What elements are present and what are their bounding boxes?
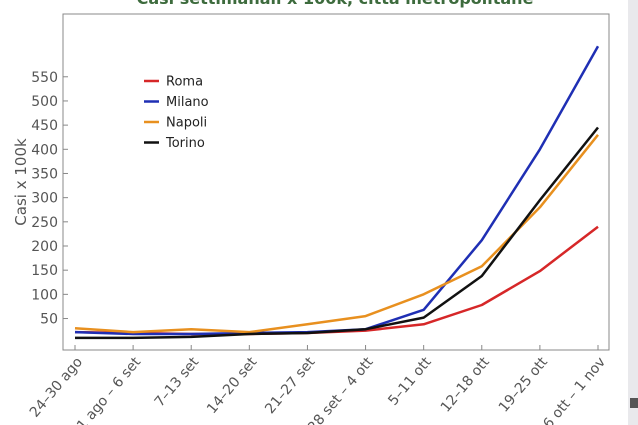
y-axis-ticks: 50 100 150 200 250 300 350 400 450 500 550	[31, 70, 68, 328]
x-tick-label: 12–18 ott	[438, 354, 493, 416]
y-tick-label: 400	[31, 142, 58, 158]
y-tick-label: 250	[31, 215, 58, 231]
chart-title: Casi settimanali x 100k, città metropoli…	[137, 0, 534, 8]
x-tick-label: 24–30 ago	[27, 354, 86, 420]
legend-label-milano: Milano	[166, 95, 209, 110]
y-tick-label: 50	[40, 312, 58, 328]
series-lines	[74, 45, 600, 340]
series-line-torino	[75, 126, 599, 340]
y-tick-label: 300	[31, 191, 58, 207]
y-tick-label: 450	[31, 118, 58, 134]
y-tick-label: 500	[31, 94, 58, 110]
plot-frame	[62, 13, 610, 351]
series-line-napoli	[74, 134, 599, 334]
x-tick-label: 7–13 set	[152, 354, 203, 410]
legend-label-napoli: Napoli	[166, 116, 207, 131]
scrollbar-thumb[interactable]	[630, 398, 638, 408]
x-tick-label: 19–25 ott	[496, 354, 551, 416]
series-line-milano	[74, 45, 600, 336]
scrollbar-track[interactable]	[628, 0, 638, 425]
x-tick-label: 14–20 set	[204, 354, 261, 417]
y-axis-label: Casi x 100k	[12, 138, 30, 226]
y-tick-label: 150	[31, 263, 58, 279]
y-tick-label: 200	[31, 239, 58, 255]
legend: Roma Milano Napoli Torino	[144, 75, 209, 151]
y-tick-label: 100	[31, 287, 58, 303]
x-tick-label: 5–11 ott	[385, 354, 435, 409]
series-line-roma	[74, 225, 599, 336]
y-tick-label: 550	[31, 70, 58, 86]
legend-label-roma: Roma	[166, 75, 203, 90]
y-tick-label: 350	[31, 166, 58, 182]
legend-label-torino: Torino	[165, 136, 205, 151]
x-tick-label: 21–27 set	[262, 354, 319, 417]
